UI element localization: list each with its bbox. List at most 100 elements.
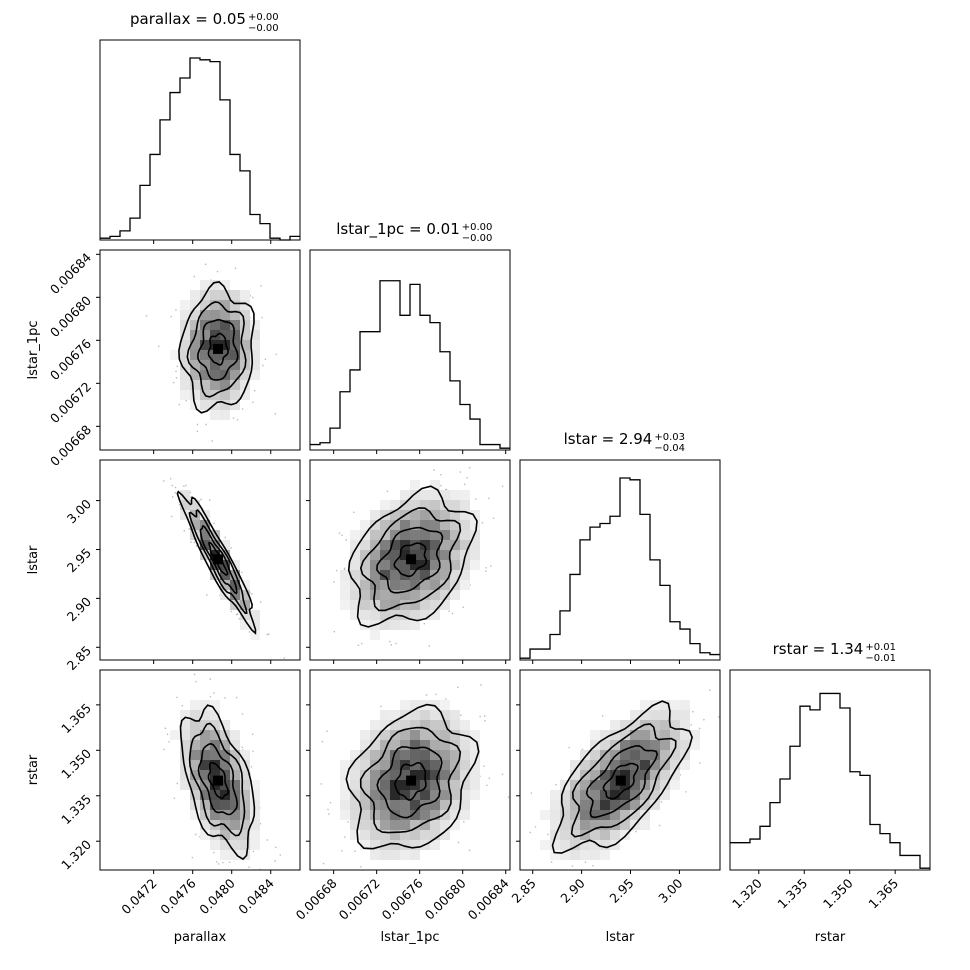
density-cell bbox=[560, 800, 570, 810]
density-cell bbox=[400, 720, 410, 730]
density-cell bbox=[230, 330, 240, 340]
density-cell bbox=[360, 810, 370, 820]
density-cell bbox=[240, 610, 250, 620]
density-cell bbox=[430, 770, 440, 780]
density-cell bbox=[650, 760, 660, 770]
density-cell bbox=[200, 330, 210, 340]
x-tick-label-parallax: 0.0472 bbox=[118, 876, 160, 918]
density-cell bbox=[440, 740, 450, 750]
density-cell bbox=[430, 490, 440, 500]
density-cell bbox=[380, 810, 390, 820]
density-cell bbox=[670, 710, 680, 720]
density-cell bbox=[400, 610, 410, 620]
density-cell bbox=[250, 630, 260, 640]
density-cell bbox=[360, 830, 370, 840]
density-cell bbox=[680, 710, 690, 720]
density-cell bbox=[670, 730, 680, 740]
density-cell bbox=[180, 330, 190, 340]
density-cell bbox=[540, 810, 550, 820]
density-cell bbox=[190, 390, 200, 400]
density-cell bbox=[200, 790, 210, 800]
density-cell bbox=[450, 710, 460, 720]
density-cell bbox=[370, 540, 380, 550]
density-cell bbox=[230, 740, 240, 750]
density-cell bbox=[410, 760, 420, 770]
density-cell bbox=[420, 820, 430, 830]
density-cell bbox=[180, 360, 190, 370]
density-cell bbox=[580, 800, 590, 810]
density-cell bbox=[370, 760, 380, 770]
density-cell bbox=[580, 830, 590, 840]
density-cell bbox=[420, 610, 430, 620]
density-cell bbox=[230, 590, 240, 600]
density-cell bbox=[180, 510, 190, 520]
density-cell bbox=[680, 720, 690, 730]
pair-panel-lstar-vs-parallax bbox=[96, 459, 301, 664]
density-cell bbox=[180, 780, 190, 790]
pair-content-rstar-vs-parallax bbox=[163, 673, 281, 870]
density-cell bbox=[190, 530, 200, 540]
peak-marker bbox=[213, 343, 224, 354]
density-cell bbox=[340, 800, 350, 810]
density-cell bbox=[230, 390, 240, 400]
panel-frame-lstar-hist bbox=[519, 459, 721, 661]
contour-level-2 bbox=[197, 318, 239, 381]
density-cell bbox=[590, 810, 600, 820]
pair-content-rstar-vs-lstar_1pc bbox=[320, 684, 510, 868]
density-cell bbox=[590, 790, 600, 800]
density-cell bbox=[420, 800, 430, 810]
density-cell bbox=[470, 740, 480, 750]
y-tick-label-rstar: 1.350 bbox=[58, 746, 94, 782]
density-cell bbox=[360, 750, 370, 760]
panel-frame bbox=[309, 669, 511, 871]
density-cell bbox=[450, 510, 460, 520]
density-cell bbox=[390, 550, 400, 560]
density-cell bbox=[180, 390, 190, 400]
density-cell bbox=[440, 710, 450, 720]
density-cell bbox=[650, 750, 660, 760]
density-cell bbox=[560, 790, 570, 800]
density-cell bbox=[610, 830, 620, 840]
density-cell bbox=[360, 560, 370, 570]
y-tick-label-lstar: 3.00 bbox=[64, 496, 94, 526]
density-cell bbox=[200, 700, 210, 710]
density-cell bbox=[350, 760, 360, 770]
density-cell bbox=[460, 760, 470, 770]
density-cell bbox=[180, 490, 190, 500]
x-tick-label-lstar_1pc: 0.00672 bbox=[336, 876, 383, 923]
density-cell bbox=[250, 370, 260, 380]
density-cell bbox=[620, 730, 630, 740]
density-cell bbox=[420, 790, 430, 800]
density-cell bbox=[360, 580, 370, 590]
density-cell bbox=[230, 300, 240, 310]
density-cell bbox=[430, 710, 440, 720]
density-cell bbox=[190, 700, 200, 710]
density-cell bbox=[410, 730, 420, 740]
density-cell bbox=[560, 810, 570, 820]
density-cell bbox=[390, 500, 400, 510]
contour-level-1 bbox=[207, 761, 230, 799]
density-cell bbox=[550, 850, 560, 860]
density-cell bbox=[650, 800, 660, 810]
density-cell bbox=[400, 850, 410, 860]
density-cell bbox=[660, 780, 670, 790]
density-cell bbox=[410, 800, 420, 810]
density-cell bbox=[580, 840, 590, 850]
density-cell bbox=[370, 750, 380, 760]
density-cell bbox=[420, 780, 430, 790]
density-cell bbox=[370, 830, 380, 840]
density-cell bbox=[190, 340, 200, 350]
density-cell bbox=[450, 570, 460, 580]
y-tick-label-lstar: 2.95 bbox=[64, 545, 94, 575]
density-cell bbox=[420, 500, 430, 510]
density-cell bbox=[470, 560, 480, 570]
density-cell bbox=[230, 780, 240, 790]
density-cell bbox=[350, 590, 360, 600]
density-cell bbox=[220, 540, 230, 550]
density-cell bbox=[400, 550, 410, 560]
density-cell bbox=[350, 560, 360, 570]
density-cell bbox=[370, 530, 380, 540]
density-cell bbox=[180, 710, 190, 720]
density-cell bbox=[460, 520, 470, 530]
panel-frame-rstar-hist bbox=[729, 669, 931, 871]
